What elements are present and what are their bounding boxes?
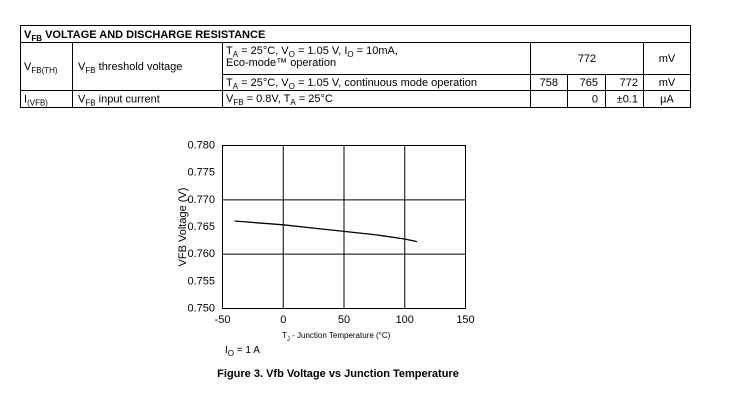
caption: Figure 3. Vfb Voltage vs Junction Temper…	[217, 368, 459, 380]
text-run: V	[24, 61, 32, 73]
subscript: A	[233, 82, 239, 91]
y-axis-label: VFB Voltage (V)	[177, 188, 189, 267]
text-run: I	[24, 94, 27, 106]
min: 758	[540, 77, 558, 89]
symbol: I(VFB)	[24, 94, 48, 108]
text-run: VOLTAGE AND DISCHARGE RESISTANCE	[42, 29, 265, 41]
max: ±0.1	[617, 94, 638, 106]
text-run: Eco-mode™ operation	[226, 57, 336, 69]
x-tick-label: 50	[338, 314, 350, 326]
text-run: = 25°C	[296, 93, 333, 105]
subscript: O	[289, 82, 295, 91]
condition: TA = 25°C, VO = 1.05 V, continuous mode …	[226, 77, 477, 91]
subscript: J	[287, 337, 290, 343]
x-tick-label: -50	[215, 314, 231, 326]
subscript: O	[228, 349, 234, 358]
subscript: FB	[233, 98, 243, 107]
text-run: = 10mA,	[354, 45, 398, 57]
subscript: FB	[85, 99, 95, 108]
max: 772	[620, 77, 638, 89]
subscript: FB(TH)	[31, 66, 58, 75]
text-run: V	[24, 29, 32, 41]
parameter: VFB threshold voltage	[78, 61, 182, 75]
subscript: A	[233, 50, 239, 59]
y-tick-label: 0.765	[187, 221, 215, 233]
condition: VFB = 0.8V, TA = 25°C	[226, 93, 333, 107]
text-run: = 25°C, V	[238, 45, 289, 57]
text-run: I	[225, 345, 228, 356]
data-line	[234, 220, 418, 243]
subscript: A	[290, 98, 296, 107]
text-run: = 1.05 V, continuous mode operation	[295, 77, 477, 89]
x-tick-label: 0	[280, 314, 286, 326]
text-run: = 1.05 V, I	[295, 45, 348, 57]
y-tick-label: 0.780	[187, 140, 215, 152]
subscript: FB	[85, 66, 95, 75]
text-run: T	[226, 77, 233, 89]
subscript: O	[289, 50, 295, 59]
subscript: (VFB)	[27, 99, 48, 108]
text-run: T	[226, 45, 233, 57]
condition: Eco-mode™ operation	[226, 57, 336, 69]
condition: TA = 25°C, VO = 1.05 V, IO = 10mA,	[226, 45, 398, 59]
table-frame	[20, 25, 691, 108]
text-run: = 0.8V, T	[244, 93, 291, 105]
y-tick-label: 0.755	[187, 275, 215, 287]
text-run: input current	[96, 94, 160, 106]
text-run: V	[226, 93, 234, 105]
y-tick-label: 0.775	[187, 167, 215, 179]
unit: mV	[659, 53, 676, 65]
text-run: V	[78, 94, 86, 106]
typ: 765	[580, 77, 598, 89]
annotation: IO = 1 A	[225, 345, 260, 358]
text-run: = 1 A	[234, 345, 260, 356]
text-run: threshold voltage	[96, 61, 183, 73]
subscript: FB	[31, 34, 42, 43]
y-tick-label: 0.770	[187, 194, 215, 206]
y-tick-label: 0.750	[187, 303, 215, 315]
subscript: O	[347, 50, 353, 59]
table-header: VFB VOLTAGE AND DISCHARGE RESISTANCE	[24, 29, 265, 43]
x-tick-label: 100	[396, 314, 414, 326]
x-tick-label: 150	[456, 314, 474, 326]
x-axis-label: TJ - Junction Temperature (°C)	[282, 331, 391, 343]
text-run: V	[78, 61, 86, 73]
text-run: - Junction Temperature (°C)	[290, 331, 391, 340]
text-run: = 25°C, V	[238, 77, 289, 89]
y-tick-label: 0.760	[187, 248, 215, 260]
unit: mV	[659, 77, 676, 89]
parameter: VFB input current	[78, 94, 160, 108]
text-run: T	[282, 331, 287, 340]
unit: µA	[660, 94, 674, 106]
typ: 772	[578, 53, 596, 65]
symbol: VFB(TH)	[24, 61, 58, 75]
typ: 0	[592, 94, 598, 106]
